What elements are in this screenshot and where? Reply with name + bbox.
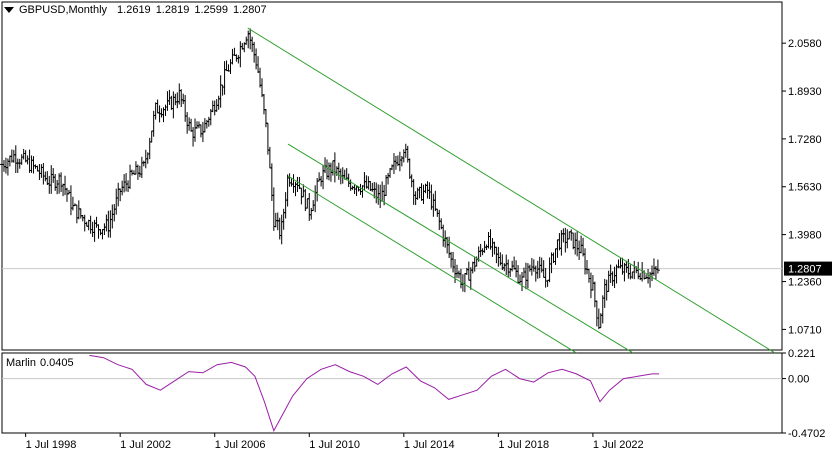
price-axis-label: 1.8930 [788,86,822,98]
channel-line [287,175,577,354]
symbol-header: GBPUSD,Monthly 1.2619 1.2819 1.2599 1.28… [4,4,272,16]
current-price-label: 1.2807 [788,264,822,276]
time-axis-label: 1 Jul 1998 [26,439,77,451]
open-value: 1.2619 [117,4,151,16]
price-axis-label: 2.0580 [788,38,822,50]
close-value: 1.2807 [233,4,267,16]
marlin-line [89,354,660,432]
channel-line [247,27,776,354]
low-value: 1.2599 [194,4,228,16]
time-axis-label: 1 Jul 2010 [309,439,360,451]
dropdown-triangle-icon[interactable] [4,7,14,13]
indicator-axis-label: 0.221 [788,348,816,360]
current-price-box [784,261,832,276]
high-value: 1.2819 [155,4,190,16]
time-axis-label: 1 Jul 2006 [215,439,266,451]
channel-line [287,143,634,354]
indicator-value: 0.0405 [39,357,74,369]
time-axis-label: 1 Jul 2018 [498,439,549,451]
indicator-header: Marlin 0.0405 [6,357,78,369]
indicator-axis-label: -0.4702 [788,428,825,440]
price-axis-label: 1.2360 [788,277,822,289]
indicator-axis-label: 0.00 [788,374,809,386]
price-axis-label: 1.0710 [788,324,822,336]
price-axis-label: 1.5630 [788,182,822,194]
time-axis-label: 1 Jul 2014 [404,439,455,451]
time-axis-label: 1 Jul 2022 [593,439,644,451]
indicator-pane-frame [1,352,783,434]
indicator-name: Marlin [6,357,36,369]
price-axis-label: 1.7280 [788,134,822,146]
symbol-name: GBPUSD,Monthly [19,4,108,16]
price-axis-label: 1.3980 [788,230,822,242]
time-axis-label: 1 Jul 2002 [120,439,171,451]
main-pane-frame [1,1,783,351]
